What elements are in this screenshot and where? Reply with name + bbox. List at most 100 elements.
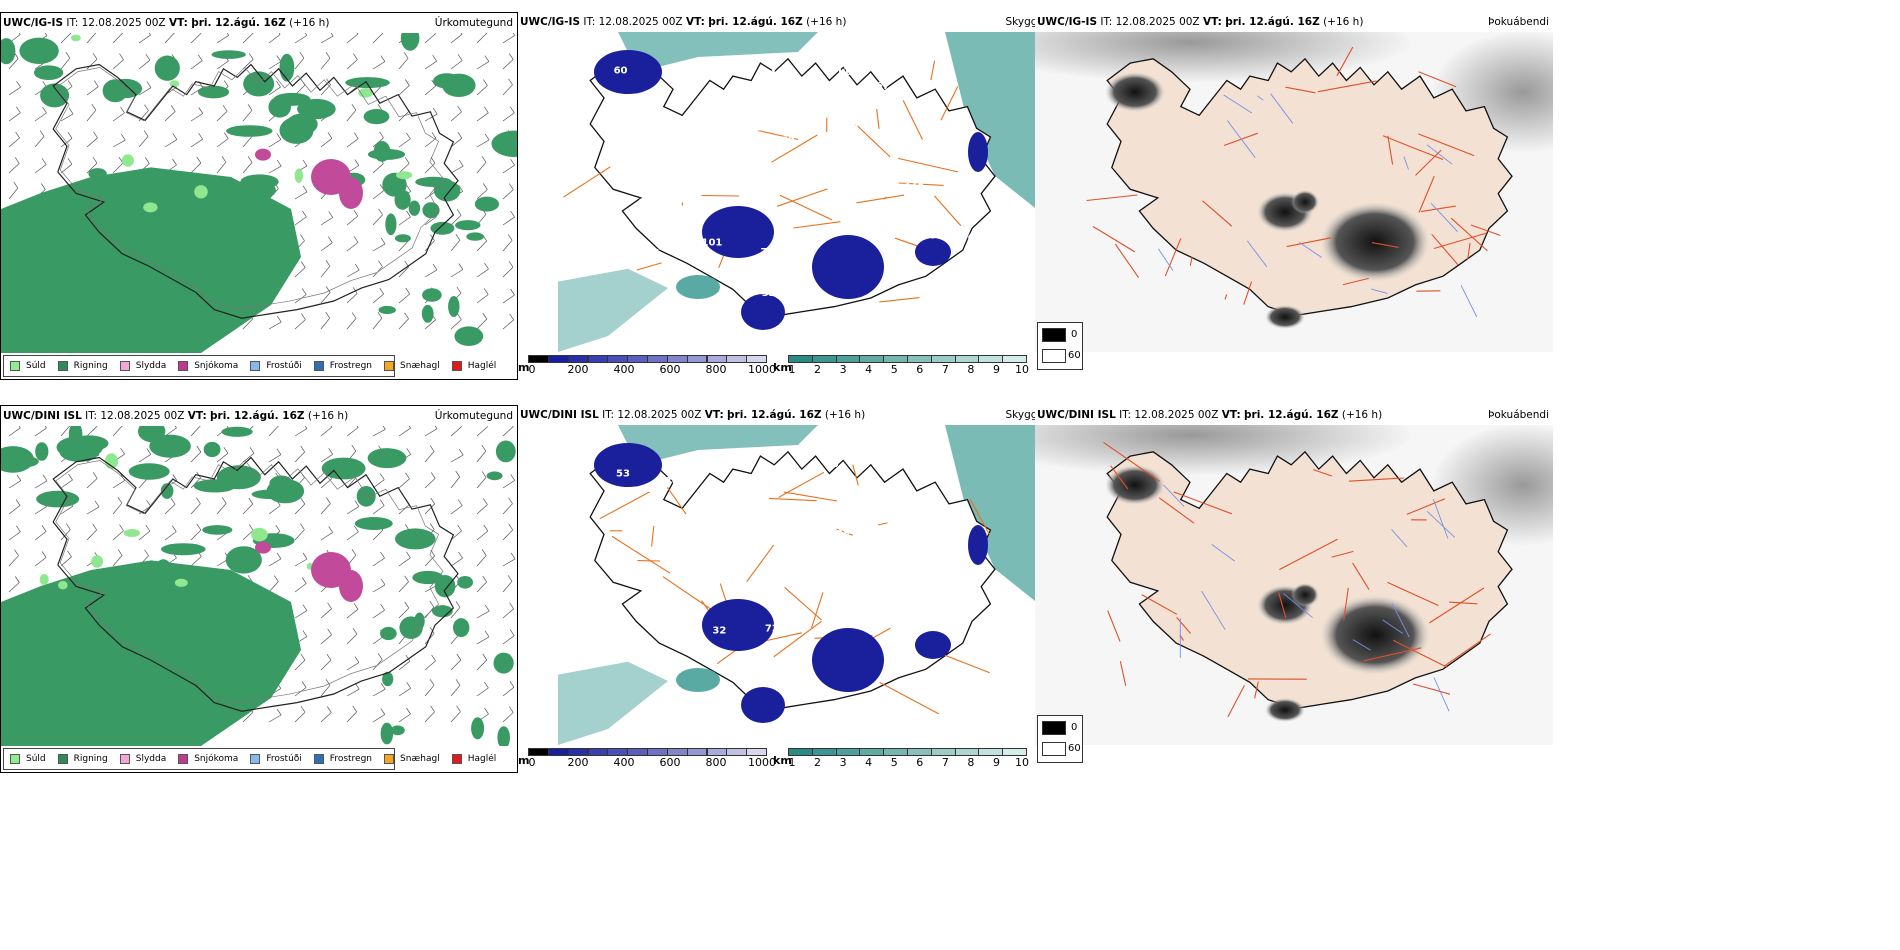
cloud-ceiling-value: 84: [646, 248, 660, 259]
precip-panel-title: Úrkomutegund: [434, 17, 513, 29]
wind-barb: [320, 712, 332, 723]
visibility-colorbar-segment: [835, 355, 861, 363]
visibility-tick: 8: [967, 363, 975, 376]
wind-barb: [346, 293, 358, 304]
visibility-colorbar-segment: [811, 355, 837, 363]
rain-cell: [486, 471, 503, 481]
wind-barb-flag: [354, 525, 359, 533]
road: [783, 491, 838, 502]
wind-barb-flag: [301, 577, 307, 584]
ceiling-colorbar-segment: [647, 748, 668, 756]
road: [1331, 550, 1354, 558]
wind-barb: [86, 137, 98, 148]
ceiling-unit: m: [518, 361, 530, 374]
rain-cell: [153, 559, 173, 587]
wind-barb: [320, 138, 333, 148]
cloud-ceiling-area: [702, 206, 774, 258]
river: [1432, 498, 1449, 539]
cloud-ceiling-value: 294: [923, 231, 944, 242]
wind-barb: [502, 84, 513, 96]
road: [897, 157, 959, 173]
visibility-tick: 5: [890, 756, 898, 769]
wind-barb-flag: [44, 426, 47, 429]
road: [1141, 594, 1178, 615]
wind-barb-flag: [351, 444, 357, 452]
wind-barb-flag: [377, 653, 383, 660]
panel-header: UWC/IG-IS IT: 12.08.2025 00Z VT: þri. 12…: [1037, 16, 1363, 28]
rain-area: [1, 560, 301, 746]
rain-cell: [1, 38, 16, 65]
road: [1371, 242, 1399, 248]
river: [1223, 94, 1253, 114]
wind-barb-flag: [145, 157, 150, 164]
wind-barb: [372, 584, 386, 593]
wind-barb-flag: [146, 500, 151, 507]
wind-barb: [8, 163, 20, 174]
wind-barb-flag: [222, 105, 228, 112]
wind-barb: [34, 164, 47, 174]
fog-high-area: [1265, 305, 1305, 329]
snow-area: [339, 570, 363, 602]
wind-barb: [424, 113, 438, 122]
wind-barb-flag: [353, 603, 359, 610]
wind-barb: [476, 504, 488, 515]
rain-cell: [354, 517, 393, 530]
wind-barb-flag: [276, 708, 282, 716]
wind-barb-flag: [406, 448, 411, 455]
visibility-tick: 4: [865, 756, 873, 769]
wind-barb: [346, 109, 357, 122]
wind-barb: [320, 242, 333, 252]
wind-barb: [476, 61, 490, 70]
wind-barb-flag: [65, 52, 71, 59]
wind-barb: [450, 659, 462, 671]
wind-barb-flag: [457, 132, 463, 139]
wind-barb-flag: [484, 681, 489, 689]
rain-cell: [144, 173, 159, 194]
wind-barb: [320, 426, 333, 437]
wind-barb: [424, 503, 435, 515]
wind-barb-flag: [300, 523, 305, 530]
precip-legend-label: Rigning: [73, 361, 108, 371]
cloud-ceiling-value: 29: [724, 460, 738, 471]
fog-index-panel: UWC/IG-IS IT: 12.08.2025 00Z VT: þri. 12…: [1035, 12, 1553, 380]
wind-barb-flag: [171, 525, 177, 532]
panel-header: UWC/IG-IS IT: 12.08.2025 00Z VT: þri. 12…: [520, 16, 846, 28]
wind-barb: [190, 426, 201, 437]
wind-barb-flag: [483, 524, 489, 532]
rain-cell: [345, 77, 390, 89]
wind-barb-flag: [146, 81, 152, 88]
precip-legend-swatch: [57, 361, 68, 371]
wind-barb-flag: [91, 104, 97, 111]
cloud-ceiling-value: 71: [888, 132, 902, 143]
wind-barb-flag: [380, 473, 385, 480]
wind-barb: [138, 454, 151, 463]
ceiling-tick: 400: [613, 363, 635, 376]
precip-legend-swatch: [313, 754, 324, 764]
wind-barb: [424, 428, 438, 437]
wind-barb: [502, 529, 513, 541]
cloud-ceiling-value: 29: [728, 83, 742, 94]
wind-barb: [190, 138, 203, 148]
wind-barb-flag: [380, 237, 386, 245]
rain-cell: [408, 200, 421, 216]
river: [1382, 619, 1404, 634]
rain-cell: [432, 605, 453, 618]
visibility-colorbar-segment: [907, 355, 932, 363]
low-visibility-area: [945, 425, 1035, 601]
precip-map: [1, 33, 517, 353]
wind-barb: [476, 610, 490, 619]
precip-legend-item: Haglél: [451, 754, 496, 764]
wind-barb-flag: [174, 426, 177, 429]
wind-barb: [242, 503, 254, 515]
road: [768, 497, 817, 502]
rain-cell: [226, 125, 273, 137]
precip-legend-item: Haglél: [451, 361, 496, 371]
wind-barb: [8, 582, 20, 593]
wind-barb-flag: [484, 262, 489, 270]
road: [1103, 441, 1160, 482]
wind-barb: [320, 84, 331, 96]
wind-barb: [476, 139, 490, 148]
wind-barb-flag: [172, 474, 178, 481]
wind-barb-flag: [380, 578, 386, 585]
rain-cell: [454, 326, 484, 347]
